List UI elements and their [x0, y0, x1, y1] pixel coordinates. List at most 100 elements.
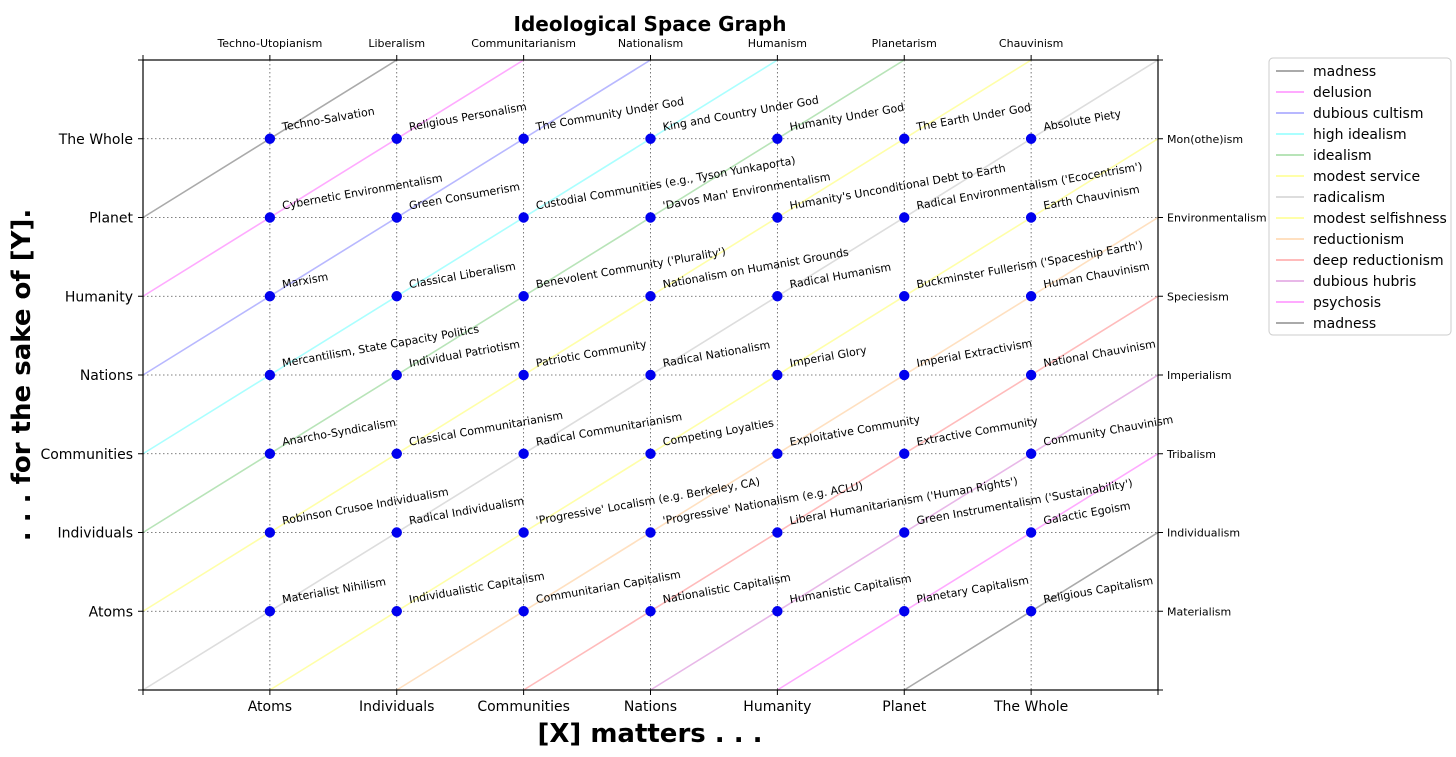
point-label: Classical Liberalism — [408, 260, 517, 292]
data-point — [645, 291, 656, 302]
x-tick-label: Planet — [882, 699, 926, 715]
x-tick-label: The Whole — [993, 699, 1068, 715]
data-point — [899, 369, 910, 381]
point-label: Communitarian Capitalism — [535, 568, 682, 606]
diagonal-line — [269, 138, 1159, 691]
data-point — [899, 212, 910, 223]
legend: madness delusion dubious cultism high ideal… — [1268, 57, 1452, 336]
point-label: Religious Capitalism — [1042, 574, 1154, 606]
data-point — [772, 448, 783, 459]
diagonal-line — [142, 59, 1032, 612]
diagonal-line — [142, 59, 778, 455]
x-tick-label: Nations — [624, 699, 677, 715]
data-point — [1025, 133, 1037, 144]
point-label: Buckminster Fullerism ('Spaceship Earth'… — [916, 239, 1144, 292]
x-tick-label: Individuals — [359, 699, 434, 715]
point-label: Exploitative Community — [789, 413, 922, 449]
point-label: Planetary Capitalism — [916, 574, 1030, 607]
data-point — [1025, 527, 1037, 538]
data-point — [772, 527, 783, 538]
data-point — [391, 133, 402, 144]
right-tick-label: Tribalism — [1166, 448, 1216, 461]
data-point — [391, 291, 402, 302]
grid-lines — [143, 60, 1158, 690]
data-point — [1025, 606, 1037, 617]
data-point — [899, 606, 910, 617]
legend-label: idealism — [1313, 148, 1372, 164]
point-label: Humanistic Capitalism — [789, 572, 913, 606]
top-tick-label: Planetarism — [872, 37, 937, 50]
data-point — [645, 448, 656, 459]
point-label: Radical Nationalism — [662, 338, 771, 370]
data-point — [264, 527, 276, 538]
y-tick-label: Humanity — [65, 289, 133, 305]
y-tick-label: The Whole — [58, 132, 133, 148]
data-point — [772, 369, 783, 381]
axis-ticks: Atoms Individuals Communities Nations Humani… — [40, 37, 1266, 715]
data-point — [391, 448, 402, 459]
legend-label: modest selfishness — [1313, 211, 1447, 227]
data-point — [772, 291, 783, 302]
point-label: Humanity's Unconditional Debt to Earth — [789, 162, 1007, 213]
y-tick-label: Planet — [89, 211, 133, 227]
data-point — [645, 606, 656, 617]
legend-label: delusion — [1313, 85, 1372, 101]
data-points — [264, 133, 1037, 617]
legend-label: madness — [1313, 316, 1376, 332]
data-point — [391, 212, 402, 223]
data-point — [518, 133, 529, 144]
top-tick-label: Communitarianism — [471, 37, 576, 50]
legend-box — [1268, 57, 1452, 336]
legend-label: psychosis — [1313, 295, 1381, 311]
legend-label: high idealism — [1313, 127, 1407, 143]
point-label: Patriotic Community — [535, 338, 648, 370]
data-point — [391, 369, 402, 381]
data-point — [264, 212, 276, 223]
data-point — [518, 291, 529, 302]
data-point — [1025, 291, 1037, 302]
y-tick-label: Atoms — [89, 604, 133, 620]
diagonal-line — [142, 59, 525, 297]
top-tick-label: Nationalism — [618, 37, 683, 50]
point-label: Nationalistic Capitalism — [662, 571, 792, 606]
x-tick-label: Humanity — [743, 699, 811, 715]
data-point — [772, 212, 783, 223]
point-label: Anarcho-Syndicalism — [281, 416, 397, 449]
chart-title: Ideological Space Graph — [514, 12, 787, 36]
data-point — [391, 606, 402, 617]
point-label: Absolute Piety — [1042, 107, 1122, 134]
point-label: Galactic Egoism — [1042, 499, 1131, 527]
point-label: Materialist Nihilism — [281, 575, 387, 606]
x-tick-label: Communities — [477, 699, 570, 715]
point-label: National Chauvinism — [1042, 337, 1156, 370]
data-point — [391, 527, 402, 538]
data-point — [645, 527, 656, 538]
data-point — [1025, 448, 1037, 459]
data-point — [264, 133, 276, 144]
legend-label: deep reductionism — [1313, 253, 1444, 269]
data-point — [264, 291, 276, 302]
data-point — [518, 606, 529, 617]
legend-label: radicalism — [1313, 190, 1385, 206]
point-label: Techno-Salvation — [280, 105, 375, 134]
diagonal-line — [776, 453, 1159, 691]
data-point — [264, 448, 276, 459]
point-label: Green Instrumentalism ('Sustainability') — [916, 477, 1134, 528]
right-tick-label: Materialism — [1167, 605, 1231, 618]
legend-label: dubious cultism — [1313, 106, 1424, 122]
right-tick-label: Mon(othe)ism — [1167, 133, 1243, 146]
data-point — [645, 212, 656, 223]
data-point — [264, 606, 276, 617]
data-point — [1025, 369, 1037, 381]
data-point — [518, 369, 529, 381]
right-tick-label: Speciesism — [1167, 290, 1229, 303]
point-label: Liberal Humanitarianism ('Human Rights') — [789, 474, 1019, 527]
x-tick-label: Atoms — [248, 699, 292, 715]
top-tick-label: Techno-Utopianism — [216, 37, 322, 50]
point-label: Marxism — [281, 270, 329, 291]
top-tick-label: Humanism — [748, 37, 807, 50]
x-axis-label: [X] matters . . . — [537, 719, 762, 749]
point-label: Imperial Extractivism — [916, 337, 1034, 370]
legend-label: madness — [1313, 64, 1376, 80]
